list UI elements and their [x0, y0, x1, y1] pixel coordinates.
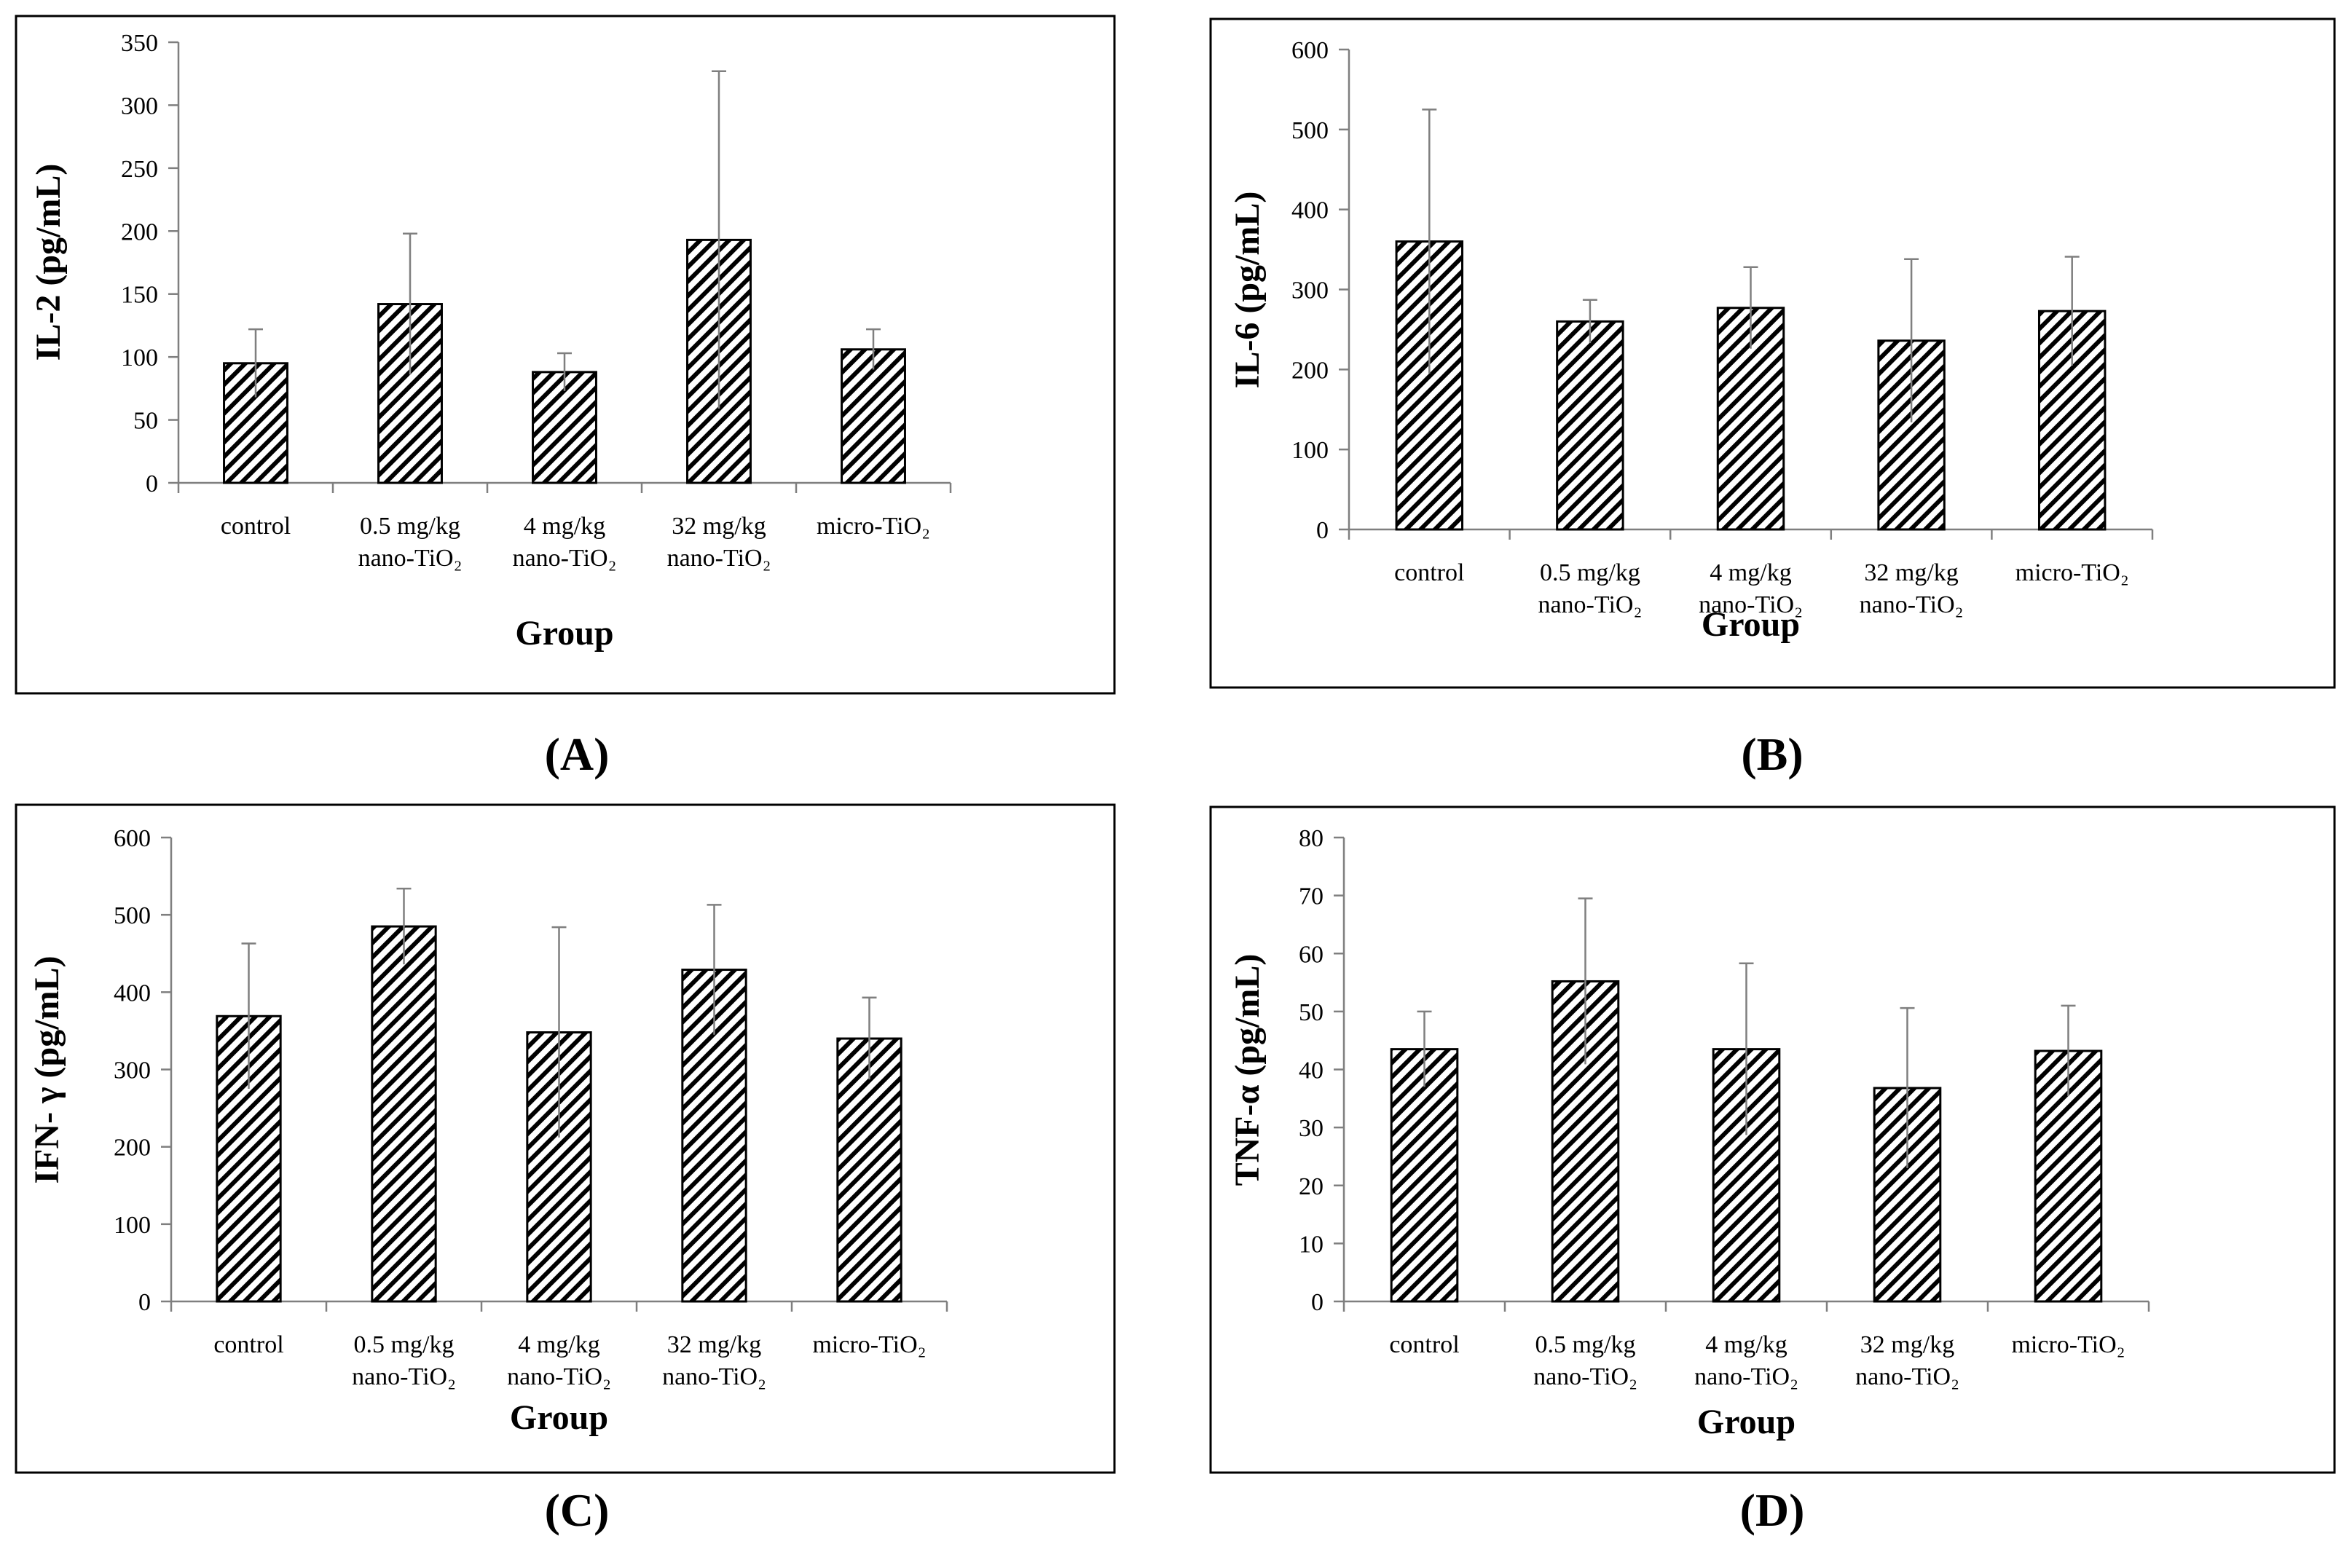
x-tick-label: micro-TiO₂ [2015, 559, 2129, 586]
y-tick-label: 350 [121, 30, 158, 57]
x-tick-label: control [1389, 1331, 1459, 1358]
x-tick-label: 4 mg/kg [524, 513, 605, 540]
x-tick-label-line2: nano-TiO₂ [1538, 591, 1642, 618]
y-tick-label: 600 [1291, 37, 1329, 64]
x-tick-label-line2: nano-TiO₂ [513, 545, 617, 572]
x-tick-label-line2: nano-TiO₂ [1699, 591, 1803, 618]
y-tick-label: 600 [114, 825, 151, 852]
bar [1390, 1048, 1459, 1303]
y-tick-label: 20 [1299, 1173, 1324, 1200]
x-tick-label-line2: nano-TiO₂ [662, 1363, 766, 1390]
y-tick-label: 250 [121, 156, 158, 183]
bar [841, 348, 906, 484]
x-tick-label: 4 mg/kg [1710, 559, 1791, 586]
y-tick-label: 100 [1291, 437, 1329, 464]
y-tick-label: 0 [1311, 1289, 1324, 1316]
y-tick-label: 80 [1299, 825, 1324, 852]
x-tick-label-line2: nano-TiO₂ [1855, 1363, 1959, 1390]
y-tick-label: 10 [1299, 1231, 1324, 1258]
y-tick-label: 30 [1299, 1115, 1324, 1142]
panel-b: 0 100 200 300 400 500 600 control 0.5 mg/kg nano-… [1209, 17, 2336, 780]
y-tick-label: 500 [114, 902, 151, 929]
panel-d: 0 10 20 30 40 50 60 70 80 control 0.5 mg/kg nano-Ti… [1209, 805, 2336, 1536]
x-tick-label: 0.5 mg/kg [354, 1331, 455, 1358]
panel-label: (D) [1740, 1484, 1805, 1536]
y-tick-label: 200 [121, 218, 158, 245]
y-tick-label: 100 [121, 344, 158, 371]
x-tick-label: 32 mg/kg [667, 1331, 761, 1358]
panel-frame [1209, 17, 2336, 689]
x-tick-label-line2: nano-TiO₂ [352, 1363, 456, 1390]
y-axis-title: IFN- γ (pg/mL) [28, 956, 66, 1183]
x-tick-label: 0.5 mg/kg [1535, 1331, 1636, 1358]
x-tick-label: micro-TiO₂ [2011, 1331, 2125, 1358]
x-tick-label: 0.5 mg/kg [1540, 559, 1640, 586]
x-tick-label: control [213, 1331, 283, 1358]
panel-frame [15, 803, 1116, 1474]
y-axis-title: IL-2 (pg/mL) [29, 164, 68, 361]
x-tick-label-line2: nano-TiO₂ [1860, 591, 1964, 618]
y-tick-label: 300 [114, 1057, 151, 1084]
x-tick-label: 4 mg/kg [518, 1331, 599, 1358]
x-axis-title: Group [510, 1398, 608, 1437]
panel-label: (C) [545, 1484, 610, 1536]
y-tick-label: 40 [1299, 1057, 1324, 1084]
x-axis-title: Group [515, 614, 613, 653]
x-tick-label: 32 mg/kg [1860, 1331, 1954, 1358]
y-tick-label: 300 [1291, 277, 1329, 304]
x-tick-label: 4 mg/kg [1705, 1331, 1787, 1358]
y-tick-label: 0 [138, 1289, 151, 1316]
x-tick-label-line2: nano-TiO₂ [1533, 1363, 1637, 1390]
x-tick-label: 32 mg/kg [1864, 559, 1958, 586]
panel-frame [1209, 805, 2336, 1474]
panel-label: (A) [545, 728, 610, 780]
panel-frame [15, 15, 1116, 695]
y-tick-label: 0 [146, 470, 158, 497]
y-tick-label: 50 [1299, 999, 1324, 1026]
bar [223, 362, 288, 484]
panel-c: 0 100 200 300 400 500 600 control 0.5 mg/kg nano-… [15, 803, 1116, 1536]
y-tick-label: 500 [1291, 117, 1329, 144]
y-tick-label: 400 [114, 980, 151, 1006]
y-tick-label: 300 [121, 92, 158, 119]
x-tick-label: 0.5 mg/kg [360, 513, 460, 540]
x-tick-label: control [221, 513, 291, 540]
x-tick-label: micro-TiO₂ [817, 513, 930, 540]
y-tick-label: 50 [133, 408, 158, 435]
bar [371, 925, 437, 1303]
x-axis-title: Group [1697, 1403, 1796, 1441]
y-axis-title: IL-6 (pg/mL) [1228, 192, 1267, 389]
y-tick-label: 200 [114, 1135, 151, 1162]
x-tick-label-line2: nano-TiO₂ [358, 545, 463, 572]
y-axis-title: TNF-α (pg/mL) [1228, 954, 1267, 1186]
x-tick-label: control [1394, 559, 1464, 586]
x-tick-label: micro-TiO₂ [812, 1331, 926, 1358]
y-tick-label: 150 [121, 282, 158, 309]
panel-label: (B) [1741, 728, 1803, 780]
bar [836, 1037, 902, 1303]
y-tick-label: 400 [1291, 197, 1329, 224]
x-tick-label-line2: nano-TiO₂ [1694, 1363, 1798, 1390]
y-tick-label: 100 [114, 1212, 151, 1239]
bar [1556, 320, 1624, 531]
panel-a: 0 50 100 150 200 250 300 350 control 0.5 mg/kg nan… [15, 15, 1116, 780]
y-tick-label: 70 [1299, 883, 1324, 910]
y-tick-label: 0 [1316, 517, 1329, 544]
y-tick-label: 200 [1291, 357, 1329, 384]
x-tick-label-line2: nano-TiO₂ [667, 545, 771, 572]
x-tick-label: 32 mg/kg [672, 513, 766, 540]
y-tick-label: 60 [1299, 941, 1324, 968]
x-axis-title: Group [1702, 605, 1800, 644]
x-tick-label-line2: nano-TiO₂ [507, 1363, 611, 1390]
